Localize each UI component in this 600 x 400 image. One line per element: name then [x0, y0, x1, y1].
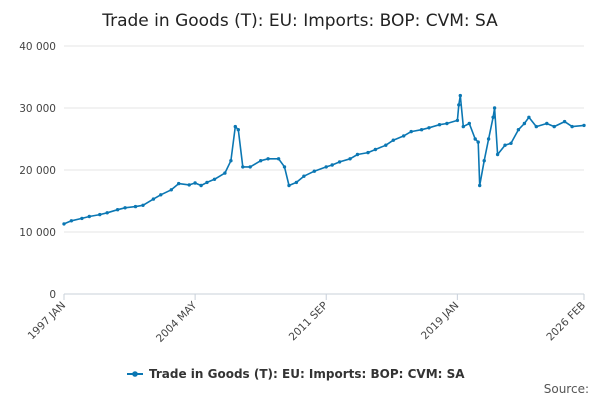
- data-point[interactable]: [223, 171, 227, 175]
- data-point[interactable]: [177, 181, 181, 186]
- data-point[interactable]: [476, 140, 480, 144]
- data-point[interactable]: [384, 143, 388, 147]
- data-point[interactable]: [294, 180, 299, 185]
- y-tick-label: 10 000: [19, 227, 56, 239]
- data-point[interactable]: [229, 159, 233, 163]
- x-tick-label: 2004 MAY: [154, 299, 200, 345]
- y-axis: 0 10 000 20 000 30 000 40 000: [19, 41, 56, 301]
- data-point[interactable]: [141, 203, 145, 207]
- data-point[interactable]: [312, 169, 316, 173]
- data-point[interactable]: [159, 193, 163, 197]
- x-tick-label: 2011 SEP: [287, 300, 331, 344]
- gridlines: [64, 45, 584, 295]
- data-point[interactable]: [492, 106, 497, 110]
- data-point[interactable]: [522, 121, 527, 126]
- data-point[interactable]: [503, 143, 507, 147]
- data-point[interactable]: [495, 152, 500, 157]
- data-point[interactable]: [516, 128, 521, 132]
- data-point[interactable]: [467, 121, 471, 126]
- data-point[interactable]: [205, 180, 209, 185]
- data-point[interactable]: [248, 165, 252, 169]
- data-point[interactable]: [419, 128, 424, 132]
- data-point[interactable]: [552, 124, 556, 129]
- x-tick-label: 2026 FEB: [544, 300, 588, 344]
- data-point[interactable]: [287, 183, 291, 188]
- data-point[interactable]: [282, 165, 287, 169]
- data-point[interactable]: [236, 128, 240, 132]
- data-point[interactable]: [473, 137, 477, 141]
- data-point[interactable]: [348, 157, 352, 161]
- data-point[interactable]: [534, 124, 538, 129]
- data-point[interactable]: [302, 174, 306, 178]
- data-point[interactable]: [478, 183, 482, 188]
- y-tick-label: 40 000: [19, 41, 56, 53]
- data-point[interactable]: [330, 163, 334, 167]
- data-point[interactable]: [324, 165, 328, 169]
- data-point[interactable]: [212, 177, 217, 181]
- plot-area: [62, 93, 586, 226]
- source-label[interactable]: Source:: [544, 382, 589, 396]
- data-point[interactable]: [457, 103, 461, 107]
- data-point[interactable]: [80, 216, 84, 221]
- data-point[interactable]: [582, 123, 586, 128]
- data-point[interactable]: [241, 165, 245, 169]
- data-point[interactable]: [337, 160, 342, 164]
- data-point[interactable]: [545, 121, 549, 126]
- chart-title: Trade in Goods (T): EU: Imports: BOP: CV…: [101, 11, 498, 31]
- data-point[interactable]: [509, 141, 513, 145]
- y-tick-label: 0: [49, 289, 56, 301]
- data-point[interactable]: [455, 118, 460, 123]
- x-tick-label: 2019 JAN: [419, 300, 461, 342]
- data-point[interactable]: [402, 134, 406, 138]
- data-point[interactable]: [391, 138, 395, 142]
- legend-label: Trade in Goods (T): EU: Imports: BOP: CV…: [149, 367, 465, 381]
- data-point[interactable]: [562, 119, 567, 124]
- data-point[interactable]: [259, 159, 263, 163]
- data-point[interactable]: [427, 126, 431, 130]
- data-point[interactable]: [570, 124, 574, 129]
- y-tick-label: 30 000: [19, 103, 56, 115]
- data-point[interactable]: [105, 211, 109, 215]
- data-point[interactable]: [482, 159, 486, 163]
- data-point[interactable]: [437, 123, 442, 127]
- data-point[interactable]: [62, 222, 66, 226]
- data-point[interactable]: [115, 208, 120, 212]
- data-point[interactable]: [199, 183, 203, 188]
- x-tick-label: 1997 JAN: [26, 300, 68, 342]
- x-axis: 1997 JAN 2004 MAY 2011 SEP 2019 JAN 2026 FEB: [26, 293, 588, 345]
- data-point[interactable]: [123, 206, 127, 210]
- legend-dot-marker: [132, 371, 138, 377]
- data-point[interactable]: [98, 212, 102, 217]
- data-point[interactable]: [366, 150, 370, 155]
- series-line[interactable]: [63, 94, 585, 225]
- data-point[interactable]: [491, 115, 495, 120]
- data-point[interactable]: [193, 181, 197, 185]
- data-point[interactable]: [445, 121, 449, 126]
- data-point[interactable]: [151, 197, 156, 201]
- data-point[interactable]: [69, 219, 74, 223]
- data-point[interactable]: [187, 183, 191, 187]
- data-point[interactable]: [486, 137, 491, 141]
- data-point[interactable]: [461, 124, 465, 129]
- data-point[interactable]: [373, 147, 378, 152]
- data-point[interactable]: [355, 152, 360, 157]
- data-point[interactable]: [233, 124, 237, 129]
- legend[interactable]: Trade in Goods (T): EU: Imports: BOP: CV…: [127, 367, 465, 381]
- y-tick-label: 20 000: [19, 165, 56, 177]
- data-point[interactable]: [169, 188, 173, 192]
- data-point[interactable]: [458, 93, 462, 98]
- data-point[interactable]: [266, 157, 270, 161]
- data-point[interactable]: [133, 204, 138, 209]
- data-point[interactable]: [527, 115, 531, 120]
- data-point[interactable]: [276, 157, 281, 161]
- data-point[interactable]: [409, 129, 413, 134]
- data-point[interactable]: [87, 214, 92, 219]
